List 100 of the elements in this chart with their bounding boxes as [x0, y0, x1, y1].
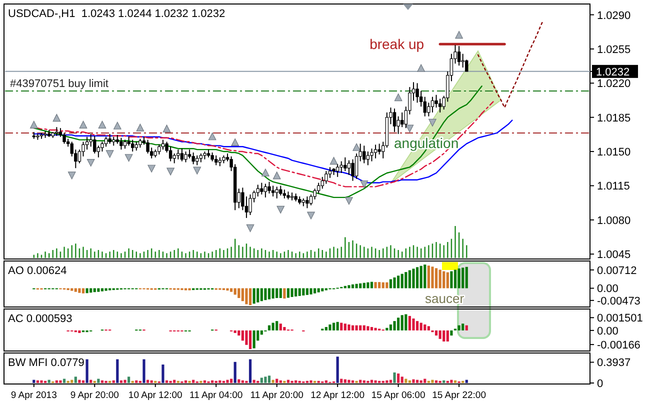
- bar: [400, 315, 404, 330]
- point: [30, 120, 38, 128]
- bar: [48, 380, 50, 383]
- bar: [241, 380, 244, 383]
- candlestick: [423, 96, 426, 117]
- point: [246, 224, 254, 232]
- candlestick: [248, 194, 252, 216]
- x-tick-label: 15 Apr 22:00: [432, 390, 486, 401]
- bar: [332, 322, 336, 330]
- candlestick: [324, 170, 328, 184]
- bar: [74, 288, 77, 292]
- bar: [351, 380, 354, 383]
- chart-title: USDCAD-,H1 1.0243 1.0244 1.0232 1.0232: [8, 8, 226, 20]
- y-tick-label: 0.00: [597, 325, 618, 338]
- bar: [93, 288, 96, 292]
- bar: [279, 380, 282, 383]
- bar: [294, 288, 298, 296]
- bar: [230, 288, 233, 292]
- candlestick: [461, 53, 464, 68]
- bar: [420, 322, 422, 330]
- bar: [450, 380, 453, 383]
- bar: [438, 330, 442, 339]
- point: [148, 164, 156, 172]
- bar: [230, 378, 233, 383]
- bar: [74, 376, 77, 383]
- bar: [248, 330, 252, 350]
- bar: [386, 380, 388, 383]
- bar: [248, 359, 252, 383]
- bar: [306, 288, 309, 295]
- bar: [393, 321, 396, 330]
- bar: [434, 380, 438, 383]
- bar: [324, 327, 328, 330]
- point: [417, 64, 425, 72]
- bar: [324, 380, 328, 383]
- bar: [434, 330, 438, 336]
- bar: [408, 270, 411, 288]
- y-tick-label: 1.0185: [597, 112, 631, 124]
- bar: [234, 288, 236, 295]
- x-tick-label: 9 Apr 2013: [10, 390, 57, 401]
- candlestick: [168, 146, 172, 162]
- bar: [62, 378, 66, 383]
- bar: [404, 378, 408, 383]
- y-tick-label: 0.3937: [597, 357, 631, 370]
- bar: [454, 380, 457, 383]
- x-tick-label: 10 Apr 12:00: [128, 390, 182, 401]
- point: [455, 30, 463, 39]
- bar: [408, 316, 411, 330]
- bar: [362, 325, 366, 330]
- bar: [374, 380, 377, 383]
- bar: [317, 288, 320, 292]
- bar: [294, 380, 298, 383]
- series-label: break up: [370, 36, 424, 52]
- point: [272, 172, 281, 180]
- bar: [310, 380, 312, 383]
- bar: [424, 378, 426, 383]
- point: [166, 168, 174, 176]
- bar: [100, 288, 104, 292]
- candlestick: [434, 94, 438, 108]
- y-tick-label: 1.0045: [597, 249, 631, 262]
- point: [68, 172, 76, 180]
- bar: [340, 322, 343, 330]
- candlestick: [347, 160, 351, 176]
- bar: [264, 376, 267, 383]
- bar: [124, 380, 126, 383]
- bar: [142, 359, 146, 383]
- bar: [336, 356, 339, 383]
- bar: [40, 380, 43, 383]
- y-tick-label: 0.00712: [597, 264, 637, 277]
- bar: [226, 380, 229, 383]
- y-tick-label: 0.001501: [597, 312, 643, 325]
- bar: [427, 326, 430, 330]
- bar: [90, 380, 92, 383]
- bar: [268, 325, 271, 330]
- point: [262, 168, 270, 176]
- bar: [245, 288, 248, 304]
- point: [106, 150, 114, 158]
- bar: [370, 380, 374, 383]
- point: [86, 158, 95, 167]
- candlestick: [275, 186, 278, 199]
- candlestick: [158, 144, 161, 155]
- bar: [276, 378, 278, 383]
- bar: [241, 330, 244, 341]
- bar: [264, 288, 267, 300]
- bar: [184, 380, 188, 383]
- bar: [400, 274, 404, 288]
- y-tick-label: 1.0115: [597, 180, 630, 193]
- candlestick: [438, 98, 442, 113]
- bar: [420, 266, 422, 288]
- bar: [442, 271, 446, 288]
- y-tick-label: 1.0080: [597, 214, 631, 227]
- candlestick: [172, 152, 176, 164]
- bar: [416, 321, 419, 330]
- bar: [404, 314, 408, 330]
- point: [79, 120, 88, 128]
- candlestick: [108, 133, 112, 144]
- candlestick: [366, 151, 370, 166]
- bar: [203, 380, 206, 383]
- bar: [70, 380, 74, 383]
- bar: [344, 324, 346, 330]
- y-tick-label: 1.0255: [597, 44, 631, 56]
